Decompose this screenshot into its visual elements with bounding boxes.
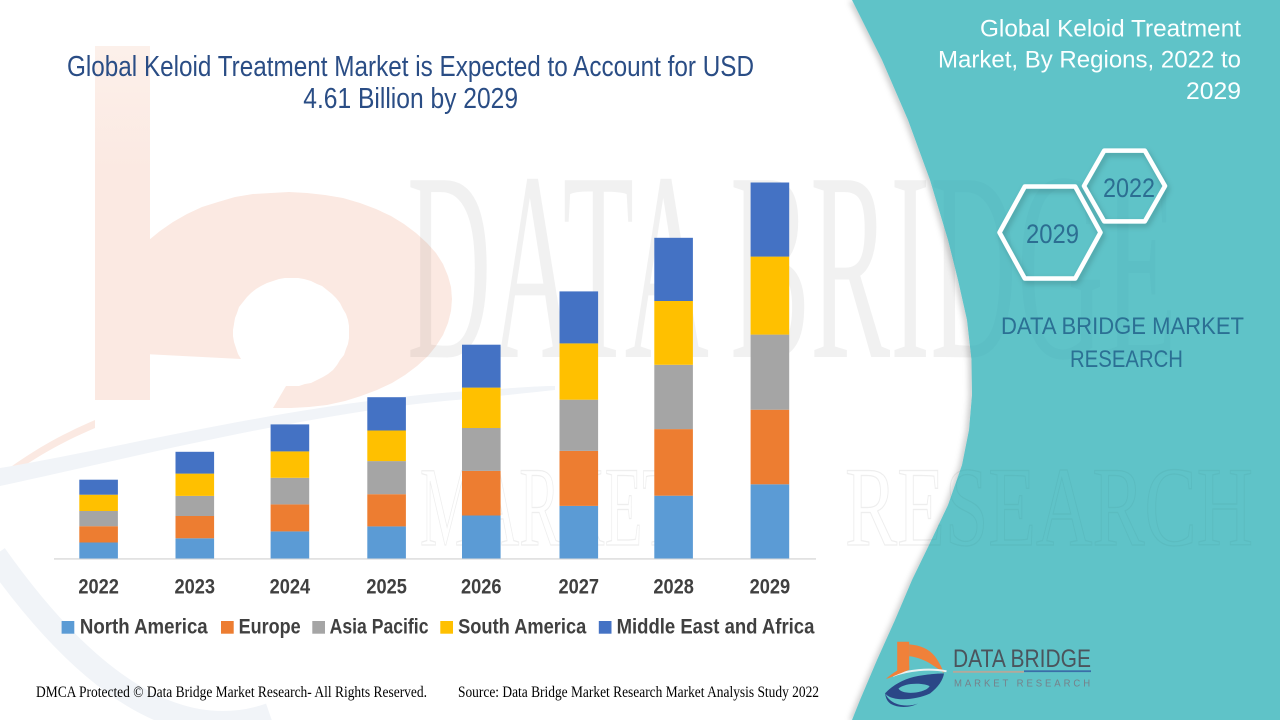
svg-text:Market, By Regions, 2022 to: Market, By Regions, 2022 to xyxy=(938,47,1241,74)
svg-text:2023: 2023 xyxy=(175,576,216,599)
svg-text:MARKET: MARKET xyxy=(420,445,680,570)
svg-text:4.61 Billion by 2029: 4.61 Billion by 2029 xyxy=(303,83,518,115)
svg-text:Global Keloid Treatment Market: Global Keloid Treatment Market is Expect… xyxy=(67,51,754,83)
svg-text:North America: North America xyxy=(80,616,208,639)
svg-text:2029: 2029 xyxy=(750,576,791,599)
svg-text:2024: 2024 xyxy=(270,576,311,599)
svg-text:MARKET RESEARCH: MARKET RESEARCH xyxy=(954,677,1093,689)
svg-text:Source: Data Bridge Market Res: Source: Data Bridge Market Research Mark… xyxy=(458,684,819,701)
svg-text:DMCA Protected © Data Bridge M: DMCA Protected © Data Bridge Market Rese… xyxy=(36,684,427,701)
svg-text:DATA BRIDGE: DATA BRIDGE xyxy=(953,645,1091,673)
svg-text:Asia Pacific: Asia Pacific xyxy=(330,616,429,639)
svg-text:2026: 2026 xyxy=(461,576,502,599)
svg-text:2027: 2027 xyxy=(559,576,600,599)
svg-text:Global Keloid Treatment: Global Keloid Treatment xyxy=(980,16,1241,43)
svg-text:RESEARCH: RESEARCH xyxy=(1070,346,1183,373)
svg-text:2022: 2022 xyxy=(78,576,119,599)
svg-text:Middle East and Africa: Middle East and Africa xyxy=(617,616,815,639)
svg-text:2028: 2028 xyxy=(653,576,694,599)
svg-text:South America: South America xyxy=(458,616,586,639)
svg-text:2029: 2029 xyxy=(1186,78,1241,105)
svg-text:2022: 2022 xyxy=(1103,173,1155,203)
svg-text:DATA BRIDGE MARKET: DATA BRIDGE MARKET xyxy=(1001,313,1244,340)
svg-text:2025: 2025 xyxy=(366,576,407,599)
svg-text:2029: 2029 xyxy=(1026,219,1079,249)
svg-text:Europe: Europe xyxy=(239,616,301,639)
